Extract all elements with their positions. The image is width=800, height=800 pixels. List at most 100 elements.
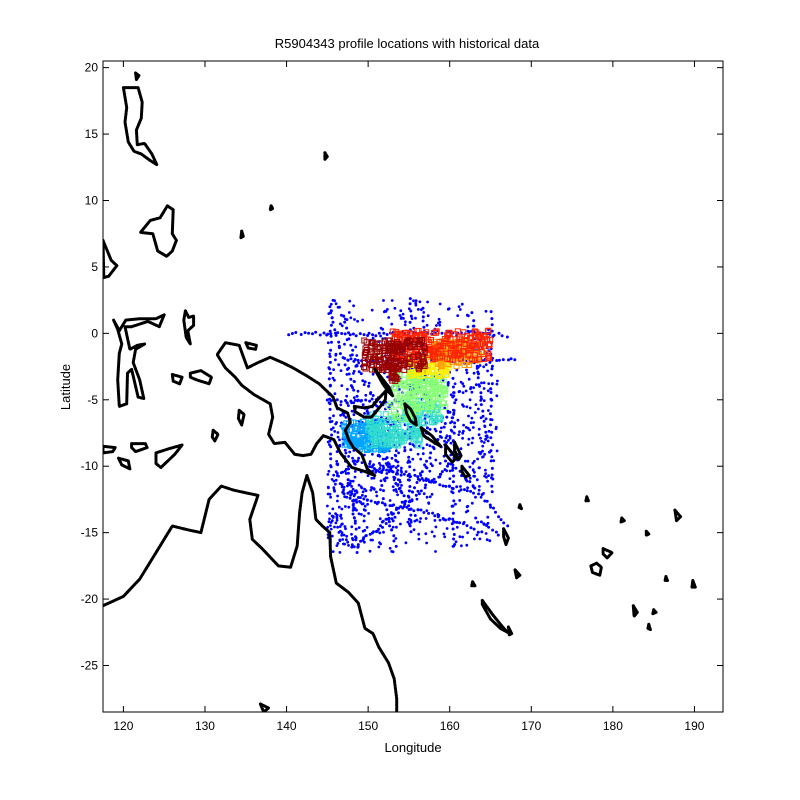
- x-tick-label: 170: [521, 719, 541, 733]
- historical-point: [382, 310, 386, 314]
- historical-point: [342, 314, 345, 318]
- profile-point: [406, 331, 413, 338]
- historical-point: [329, 524, 332, 527]
- historical-point: [421, 315, 425, 319]
- historical-point: [422, 311, 426, 314]
- historical-point: [481, 409, 485, 413]
- historical-point: [466, 443, 470, 446]
- historical-point: [356, 543, 360, 547]
- historical-point: [403, 502, 407, 506]
- profile-point: [449, 356, 456, 363]
- historical-point: [443, 439, 446, 443]
- historical-point: [363, 412, 366, 415]
- historical-point: [369, 488, 373, 492]
- profile-point: [430, 347, 437, 354]
- historical-point: [461, 391, 465, 394]
- historical-point: [330, 478, 334, 481]
- historical-point: [329, 457, 333, 461]
- historical-point: [403, 448, 407, 452]
- historical-point: [428, 456, 432, 460]
- profile-point: [372, 440, 379, 447]
- historical-point: [484, 309, 488, 313]
- historical-point: [369, 499, 373, 503]
- historical-point: [387, 316, 391, 319]
- profile-point: [469, 342, 476, 349]
- historical-point: [371, 336, 375, 340]
- historical-point: [461, 535, 464, 539]
- historical-point: [499, 518, 503, 522]
- profile-point: [390, 368, 396, 375]
- historical-point: [479, 395, 483, 399]
- historical-point: [353, 462, 357, 466]
- historical-point: [391, 519, 395, 523]
- historical-point: [368, 549, 372, 553]
- coastline: [673, 508, 683, 523]
- historical-point: [330, 534, 334, 538]
- historical-point: [440, 436, 443, 439]
- historical-point: [474, 403, 478, 406]
- historical-point: [469, 526, 473, 530]
- historical-point: [336, 499, 339, 503]
- historical-point: [487, 429, 491, 433]
- historical-point: [490, 398, 494, 402]
- historical-point: [334, 358, 337, 362]
- historical-point: [438, 483, 442, 487]
- historical-point: [472, 386, 475, 390]
- historical-point: [463, 488, 466, 492]
- historical-point: [451, 416, 455, 420]
- historical-point: [446, 381, 450, 385]
- historical-point: [451, 480, 455, 484]
- historical-point: [406, 520, 410, 524]
- historical-point: [477, 433, 481, 437]
- historical-point: [347, 311, 351, 314]
- historical-point: [488, 503, 492, 507]
- historical-point: [490, 382, 494, 386]
- coastline: [601, 547, 614, 560]
- historical-point: [480, 381, 483, 385]
- profile-point: [485, 350, 492, 357]
- historical-point: [472, 319, 476, 323]
- historical-point: [383, 502, 387, 506]
- historical-point: [404, 470, 408, 473]
- historical-point: [484, 417, 488, 421]
- historical-point: [387, 517, 391, 521]
- historical-point: [361, 502, 365, 506]
- historical-point: [437, 317, 441, 321]
- historical-point: [452, 408, 455, 412]
- historical-point: [465, 368, 468, 372]
- historical-point: [414, 303, 418, 307]
- profile-point: [422, 378, 429, 385]
- historical-point: [489, 391, 493, 394]
- historical-point: [419, 489, 423, 493]
- profile-point: [417, 403, 424, 410]
- historical-point: [469, 421, 473, 425]
- historical-point: [398, 314, 402, 317]
- historical-point: [343, 469, 347, 473]
- historical-point: [417, 537, 421, 541]
- historical-point: [335, 516, 339, 520]
- historical-point: [390, 528, 394, 531]
- profile-point: [446, 329, 453, 336]
- historical-point: [353, 519, 357, 523]
- profile-point: [405, 337, 412, 344]
- historical-point: [468, 398, 472, 402]
- historical-point: [451, 527, 455, 531]
- profile-point: [456, 344, 463, 351]
- profile-point: [404, 329, 411, 336]
- historical-point: [349, 377, 353, 381]
- historical-point: [392, 478, 396, 482]
- profile-point: [462, 341, 469, 347]
- historical-point: [355, 354, 359, 357]
- historical-point: [482, 441, 486, 444]
- historical-point: [350, 490, 353, 493]
- historical-point: [345, 534, 349, 538]
- historical-point: [457, 433, 461, 436]
- y-tick-label: -5: [87, 393, 98, 407]
- historical-point: [479, 495, 483, 499]
- historical-point: [467, 414, 470, 418]
- x-tick-label: 130: [195, 719, 215, 733]
- historical-point: [337, 505, 341, 509]
- historical-point: [459, 380, 463, 384]
- profile-point: [420, 353, 427, 360]
- historical-point: [334, 302, 338, 306]
